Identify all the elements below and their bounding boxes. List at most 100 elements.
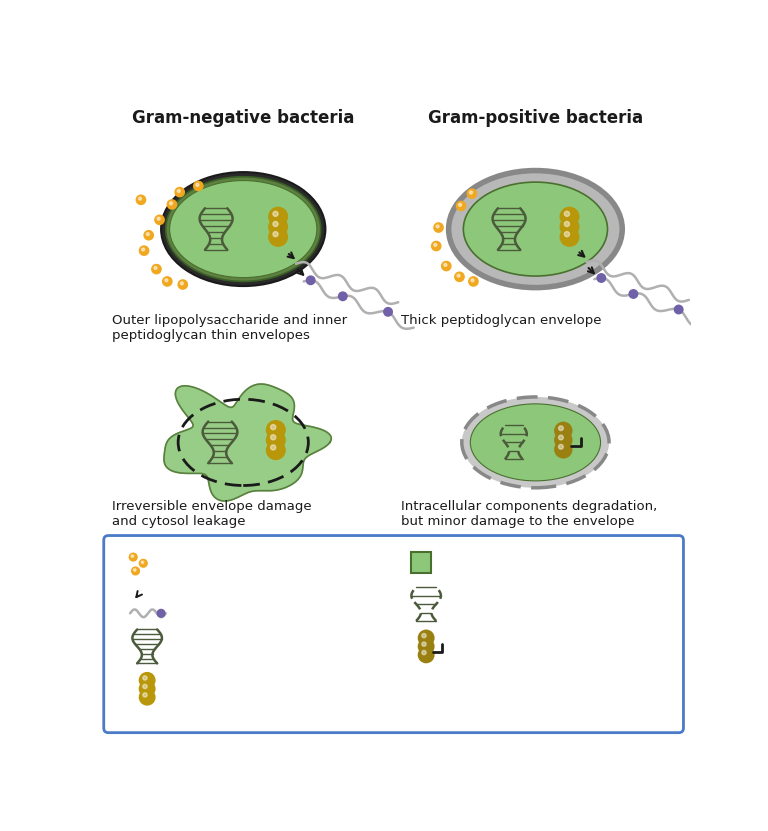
Text: Reactive oxygen and nitrogen species: Reactive oxygen and nitrogen species [170, 555, 409, 568]
Circle shape [138, 197, 141, 200]
Circle shape [143, 676, 147, 680]
Circle shape [434, 243, 437, 246]
Circle shape [436, 225, 439, 228]
Circle shape [560, 208, 579, 226]
Circle shape [558, 435, 563, 440]
Text: Oxidized lipids and proteins: Oxidized lipids and proteins [449, 640, 624, 653]
Circle shape [270, 435, 276, 440]
Circle shape [170, 202, 173, 204]
Text: Outer lipopolysaccharide and inner
peptidoglycan thin envelopes: Outer lipopolysaccharide and inner pepti… [111, 314, 346, 342]
Circle shape [194, 181, 203, 190]
Circle shape [422, 642, 426, 647]
Circle shape [140, 681, 155, 696]
Circle shape [175, 188, 184, 197]
Text: Deoxyribonucleic acid (DNA): Deoxyribonucleic acid (DNA) [170, 640, 350, 653]
Text: Damaged and single standed (DNA): Damaged and single standed (DNA) [449, 597, 675, 611]
Circle shape [468, 277, 478, 286]
Circle shape [134, 568, 136, 571]
Text: Thick peptidoglycan envelope: Thick peptidoglycan envelope [401, 314, 601, 327]
Circle shape [146, 233, 149, 235]
Ellipse shape [170, 180, 317, 278]
Ellipse shape [166, 177, 321, 282]
Circle shape [469, 191, 472, 194]
Ellipse shape [449, 170, 622, 288]
Circle shape [140, 246, 149, 255]
Circle shape [269, 228, 287, 246]
Text: Gram-positive bacteria: Gram-positive bacteria [428, 109, 643, 127]
Circle shape [564, 232, 570, 237]
Circle shape [270, 425, 276, 430]
Circle shape [269, 208, 287, 226]
Ellipse shape [470, 404, 601, 481]
Polygon shape [164, 384, 331, 501]
Circle shape [458, 204, 462, 206]
Circle shape [306, 276, 315, 284]
Circle shape [554, 422, 572, 440]
Ellipse shape [161, 172, 326, 286]
Circle shape [419, 647, 434, 662]
Circle shape [178, 280, 187, 289]
Circle shape [140, 559, 147, 567]
Circle shape [384, 307, 392, 316]
Circle shape [273, 221, 278, 227]
Circle shape [165, 279, 168, 282]
FancyBboxPatch shape [104, 535, 684, 733]
Circle shape [554, 441, 572, 458]
Circle shape [339, 292, 347, 301]
Circle shape [558, 445, 563, 450]
Text: Cytosol: Cytosol [449, 555, 495, 568]
Circle shape [140, 690, 155, 705]
Circle shape [131, 555, 134, 558]
Circle shape [629, 290, 637, 298]
Circle shape [554, 431, 572, 449]
Circle shape [152, 264, 161, 273]
Circle shape [432, 241, 441, 251]
Circle shape [457, 274, 460, 278]
Circle shape [422, 633, 426, 638]
Circle shape [471, 279, 474, 282]
Text: Irreversible envelope damage
and cytosol leakage: Irreversible envelope damage and cytosol… [111, 500, 311, 529]
Circle shape [273, 211, 278, 216]
Circle shape [564, 211, 570, 216]
Circle shape [141, 248, 144, 251]
Circle shape [266, 441, 285, 460]
Circle shape [157, 609, 165, 617]
Circle shape [266, 430, 285, 450]
Circle shape [456, 201, 465, 210]
Circle shape [564, 221, 570, 227]
Circle shape [143, 693, 147, 697]
Circle shape [270, 445, 276, 450]
Text: Ultraviolet radiation: Ultraviolet radiation [170, 597, 296, 611]
Bar [411, 553, 431, 573]
Circle shape [141, 561, 144, 563]
Circle shape [419, 639, 434, 654]
Text: Intracellular components degradation,
but minor damage to the envelope: Intracellular components degradation, bu… [401, 500, 657, 529]
Circle shape [419, 630, 434, 646]
Circle shape [177, 189, 180, 193]
Circle shape [163, 277, 172, 286]
Circle shape [434, 223, 443, 232]
Circle shape [155, 215, 164, 224]
Circle shape [140, 672, 155, 688]
Circle shape [560, 218, 579, 236]
Text: Gram-negative bacteria: Gram-negative bacteria [132, 109, 355, 127]
Circle shape [180, 282, 184, 285]
Circle shape [196, 184, 199, 186]
Circle shape [143, 684, 147, 689]
Circle shape [273, 232, 278, 237]
Circle shape [136, 195, 146, 204]
Circle shape [167, 199, 177, 209]
Circle shape [266, 420, 285, 439]
Circle shape [422, 651, 426, 655]
Circle shape [144, 231, 154, 240]
Circle shape [131, 567, 140, 575]
Circle shape [444, 263, 447, 267]
Circle shape [560, 228, 579, 246]
Circle shape [467, 189, 476, 199]
Text: Intracellular lipids and proteins: Intracellular lipids and proteins [170, 682, 365, 696]
Circle shape [269, 218, 287, 236]
Circle shape [154, 267, 157, 269]
Ellipse shape [463, 182, 607, 276]
Circle shape [674, 305, 683, 314]
Circle shape [455, 273, 464, 282]
